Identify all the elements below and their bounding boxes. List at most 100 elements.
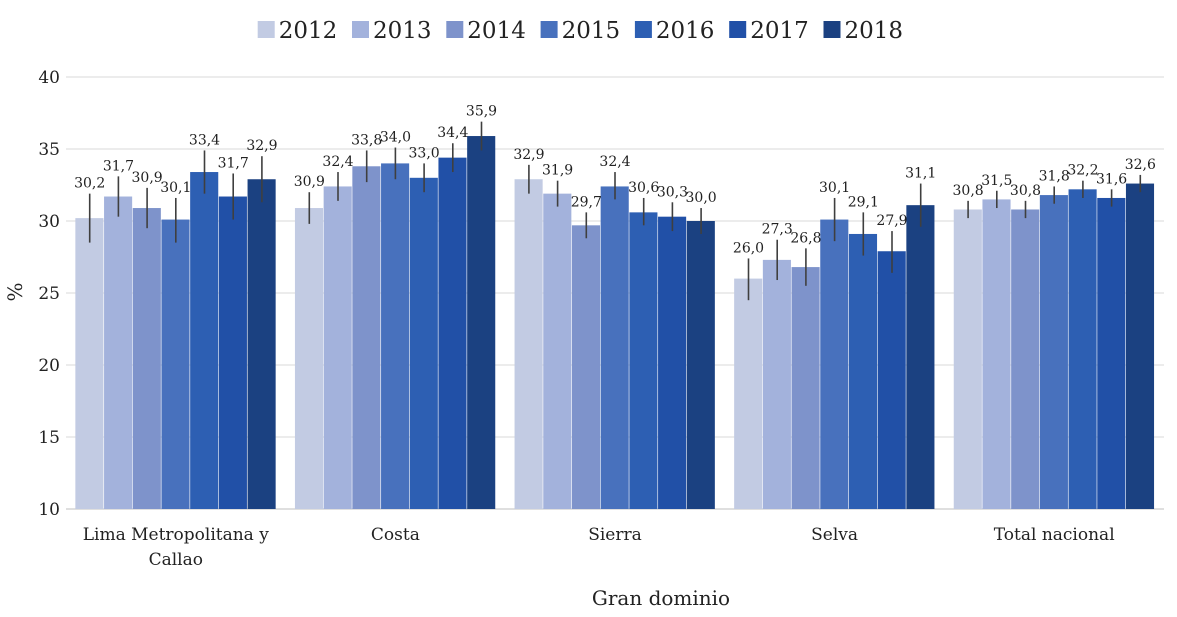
data-label: 27,3 — [762, 222, 793, 238]
error-bars — [88, 121, 1142, 301]
data-label: 31,1 — [905, 166, 936, 182]
legend-label: 2015 — [562, 18, 621, 44]
y-tick-label: 10 — [38, 500, 60, 520]
bar — [132, 208, 161, 510]
bar — [352, 166, 381, 509]
data-label: 29,7 — [571, 194, 602, 210]
y-tick-label: 30 — [38, 212, 60, 232]
bar — [438, 157, 467, 509]
data-label: 31,5 — [981, 173, 1012, 189]
bar — [104, 196, 133, 509]
bar — [381, 163, 410, 509]
data-label: 30,8 — [953, 183, 984, 199]
category-label: Costa — [371, 525, 420, 545]
bar — [877, 251, 906, 510]
bar — [734, 278, 763, 509]
bar — [629, 212, 658, 510]
data-label: 30,9 — [132, 170, 163, 186]
legend-label: 2014 — [467, 18, 526, 44]
bar — [906, 205, 935, 509]
bars — [75, 136, 1155, 510]
bar — [571, 225, 601, 509]
bar — [953, 209, 982, 510]
bar — [658, 216, 687, 509]
data-label: 26,0 — [733, 240, 764, 256]
data-label: 30,0 — [686, 190, 717, 206]
legend: 2012 2013 2014 2015 2016 2017 2018 — [257, 18, 904, 44]
data-label: 30,1 — [819, 180, 850, 196]
data-label: 31,7 — [218, 155, 249, 171]
data-labels: 30,2 30,9 32,9 26,0 30,8 31,7 32,4 31,9 27,3 31,5… — [74, 104, 1156, 257]
bar — [1039, 195, 1068, 509]
y-tick-label: 25 — [38, 284, 60, 304]
data-label: 34,0 — [380, 130, 411, 146]
bar — [543, 193, 572, 509]
bar — [218, 196, 247, 509]
data-label: 31,8 — [1039, 168, 1070, 184]
bar — [161, 219, 190, 509]
bar — [1097, 197, 1126, 509]
data-label: 29,1 — [848, 194, 879, 210]
data-label: 31,6 — [1096, 171, 1127, 187]
data-label: 32,6 — [1125, 157, 1156, 173]
legend-label: 2018 — [845, 18, 904, 44]
legend-label: 2012 — [279, 18, 338, 44]
y-tick-label: 20 — [38, 356, 60, 376]
bar — [982, 199, 1011, 509]
data-label: 30,9 — [294, 174, 325, 190]
data-label: 26,8 — [790, 230, 821, 246]
y-tick-label: 40 — [38, 68, 60, 88]
legend-swatch — [257, 21, 275, 38]
y-axis-title: % — [3, 282, 27, 301]
legend-swatch — [352, 21, 369, 38]
y-tick-label: 35 — [38, 140, 60, 160]
bar — [820, 219, 849, 509]
bar — [409, 177, 438, 510]
data-label: 34,4 — [437, 125, 468, 141]
category-label: Sierra — [588, 525, 642, 545]
legend-label: 2016 — [656, 18, 715, 44]
data-label: 32,2 — [1067, 163, 1098, 179]
data-label: 33,0 — [409, 145, 440, 161]
category-label: Callao — [149, 550, 203, 570]
data-label: 30,8 — [1010, 183, 1041, 199]
bar — [514, 179, 543, 510]
bar — [686, 221, 715, 509]
y-axis-ticks: 10 15 20 25 30 35 40 — [38, 68, 60, 520]
category-label: Total nacional — [994, 525, 1115, 545]
bar — [190, 172, 219, 510]
data-label: 32,9 — [246, 138, 277, 154]
data-label: 30,2 — [74, 176, 105, 192]
bar — [1125, 183, 1155, 509]
bar — [1011, 209, 1040, 510]
data-label: 30,1 — [160, 180, 191, 196]
legend-swatch — [446, 21, 464, 38]
bar — [467, 136, 496, 510]
data-label: 33,8 — [351, 132, 382, 148]
data-label: 33,4 — [189, 132, 220, 148]
y-tick-label: 15 — [38, 428, 60, 448]
legend-swatch — [540, 21, 558, 38]
category-label: Selva — [811, 525, 858, 545]
x-axis-categories: Lima Metropolitana y Callao Costa Sierra Sel… — [83, 525, 1115, 570]
bar — [762, 259, 791, 509]
bar — [247, 179, 276, 510]
data-label: 32,4 — [599, 154, 630, 170]
legend-swatch — [729, 21, 747, 38]
bar — [323, 186, 352, 509]
legend-swatch — [823, 21, 841, 38]
data-label: 30,3 — [657, 184, 688, 200]
bar — [75, 218, 104, 509]
legend-label: 2017 — [750, 18, 809, 44]
data-label: 27,9 — [876, 213, 907, 229]
bar — [600, 186, 629, 509]
bar — [1068, 189, 1097, 509]
legend-label: 2013 — [373, 18, 432, 44]
data-label: 35,9 — [466, 104, 497, 120]
category-label: Lima Metropolitana y — [83, 525, 269, 545]
data-label: 32,9 — [513, 147, 544, 163]
data-label: 32,4 — [322, 154, 353, 170]
bar — [294, 208, 324, 510]
